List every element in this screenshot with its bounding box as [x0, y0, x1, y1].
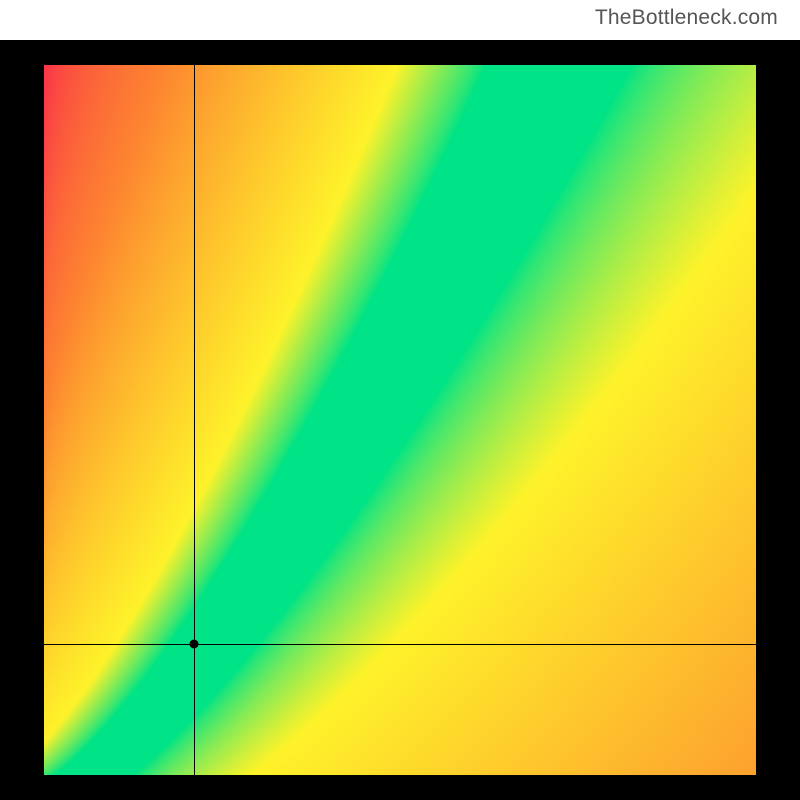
- bottleneck-heatmap: [44, 65, 756, 775]
- chart-frame: [0, 40, 800, 800]
- crosshair-marker: [189, 639, 198, 648]
- watermark-text: TheBottleneck.com: [595, 6, 778, 30]
- crosshair-vertical: [194, 65, 195, 775]
- crosshair-horizontal: [44, 644, 756, 645]
